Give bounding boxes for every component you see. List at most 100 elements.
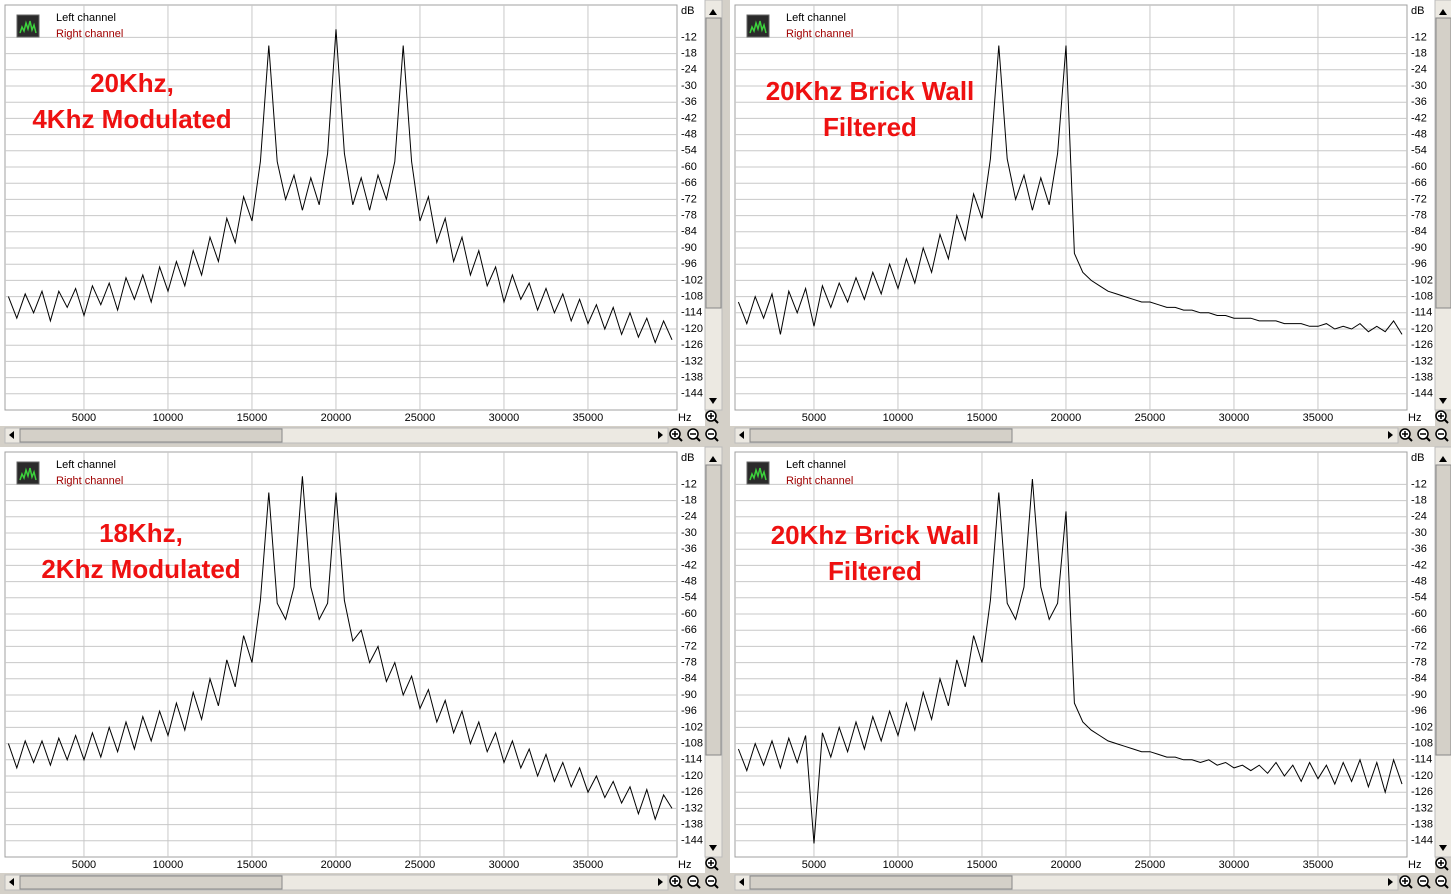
annotation: 20Khz Brick Wall	[771, 520, 980, 550]
scroll-left-arrow[interactable]	[739, 431, 744, 439]
scroll-right-arrow[interactable]	[658, 878, 663, 886]
zoom-handle	[1443, 865, 1449, 871]
y-tick-label: -12	[681, 31, 697, 43]
scroll-thumb[interactable]	[749, 428, 1013, 443]
scroll-thumb[interactable]	[19, 428, 283, 443]
y-tick-label: -78	[681, 657, 697, 669]
zoom-button[interactable]	[687, 875, 701, 889]
x-tick-label: 5000	[802, 412, 826, 424]
zoom-handle	[1425, 436, 1431, 442]
scroll-left-arrow[interactable]	[739, 878, 744, 886]
zoom-handle	[677, 883, 683, 889]
y-tick-label: -90	[1411, 242, 1427, 254]
zoom-button[interactable]	[1435, 875, 1449, 889]
zoom-button[interactable]	[705, 875, 719, 889]
y-tick-label: -144	[681, 388, 703, 400]
scroll-up-arrow[interactable]	[709, 9, 717, 15]
x-tick-label: 10000	[883, 412, 914, 424]
zoom-button[interactable]	[1435, 428, 1449, 442]
x-tick-label: 25000	[405, 412, 436, 424]
zoom-handle	[713, 436, 719, 442]
scroll-thumb[interactable]	[705, 17, 722, 309]
y-tick-label: -102	[1411, 274, 1433, 286]
y-tick-label: -138	[681, 372, 703, 384]
y-tick-label: -138	[681, 819, 703, 831]
y-tick-label: -48	[1411, 576, 1427, 588]
y-tick-label: -12	[681, 478, 697, 490]
y-tick-label: -84	[681, 673, 697, 685]
plot-area	[4, 451, 678, 858]
zoom-button[interactable]	[1399, 875, 1413, 889]
y-tick-label: -102	[1411, 721, 1433, 733]
zoom-handle	[1443, 883, 1449, 889]
scroll-left-arrow[interactable]	[9, 431, 14, 439]
y-tick-label: -132	[1411, 802, 1433, 814]
x-axis-label: Hz	[678, 859, 691, 871]
x-tick-label: 30000	[489, 859, 520, 871]
y-tick-label: -132	[1411, 355, 1433, 367]
icon-spectrum	[19, 20, 37, 34]
zoom-handle	[713, 883, 719, 889]
icon-spectrum	[19, 467, 37, 481]
y-tick-label: -60	[1411, 161, 1427, 173]
scroll-thumb[interactable]	[705, 464, 722, 756]
y-tick-label: -96	[1411, 705, 1427, 717]
icon-spectrum	[749, 467, 767, 481]
scroll-thumb[interactable]	[1435, 464, 1451, 756]
zoom-button[interactable]	[669, 428, 683, 442]
x-tick-label: 5000	[72, 412, 96, 424]
zoom-button[interactable]	[1435, 857, 1449, 871]
y-tick-label: -48	[1411, 129, 1427, 141]
y-tick-label: -72	[681, 640, 697, 652]
zoom-button[interactable]	[1417, 875, 1431, 889]
x-tick-label: 20000	[321, 859, 352, 871]
scroll-left-arrow[interactable]	[9, 878, 14, 886]
y-tick-label: -138	[1411, 819, 1433, 831]
scroll-right-arrow[interactable]	[658, 431, 663, 439]
y-tick-label: -126	[1411, 339, 1433, 351]
scroll-thumb[interactable]	[749, 875, 1013, 890]
scroll-right-arrow[interactable]	[1388, 878, 1393, 886]
scroll-down-arrow[interactable]	[1439, 398, 1447, 404]
y-tick-label: -48	[681, 576, 697, 588]
legend-entry: Right channel	[56, 28, 123, 40]
scroll-thumb[interactable]	[1435, 17, 1451, 309]
y-tick-label: -18	[681, 495, 697, 507]
y-tick-label: -30	[681, 80, 697, 92]
y-tick-label: -72	[1411, 193, 1427, 205]
zoom-button[interactable]	[705, 857, 719, 871]
zoom-button[interactable]	[1435, 410, 1449, 424]
y-tick-label: -24	[1411, 511, 1427, 523]
x-tick-label: 30000	[489, 412, 520, 424]
x-tick-label: 30000	[1219, 412, 1250, 424]
scroll-up-arrow[interactable]	[1439, 456, 1447, 462]
y-tick-label: -42	[681, 559, 697, 571]
legend-icon	[16, 461, 40, 485]
zoom-button[interactable]	[1399, 428, 1413, 442]
y-tick-label: -54	[681, 145, 697, 157]
y-tick-label: -126	[681, 786, 703, 798]
scroll-right-arrow[interactable]	[1388, 431, 1393, 439]
x-tick-label: 5000	[72, 859, 96, 871]
zoom-button[interactable]	[1417, 428, 1431, 442]
y-tick-label: -12	[1411, 478, 1427, 490]
y-tick-label: -42	[1411, 112, 1427, 124]
zoom-button[interactable]	[705, 410, 719, 424]
zoom-button[interactable]	[669, 875, 683, 889]
zoom-handle	[713, 418, 719, 424]
scroll-down-arrow[interactable]	[1439, 845, 1447, 851]
annotation: Filtered	[823, 112, 917, 142]
x-axis-label: Hz	[1408, 412, 1421, 424]
x-tick-label: 20000	[1051, 412, 1082, 424]
scroll-up-arrow[interactable]	[709, 456, 717, 462]
zoom-button[interactable]	[705, 428, 719, 442]
scroll-down-arrow[interactable]	[709, 845, 717, 851]
scroll-thumb[interactable]	[19, 875, 283, 890]
scroll-up-arrow[interactable]	[1439, 9, 1447, 15]
scroll-down-arrow[interactable]	[709, 398, 717, 404]
zoom-handle	[677, 436, 683, 442]
zoom-button[interactable]	[687, 428, 701, 442]
y-tick-label: -24	[681, 64, 697, 76]
